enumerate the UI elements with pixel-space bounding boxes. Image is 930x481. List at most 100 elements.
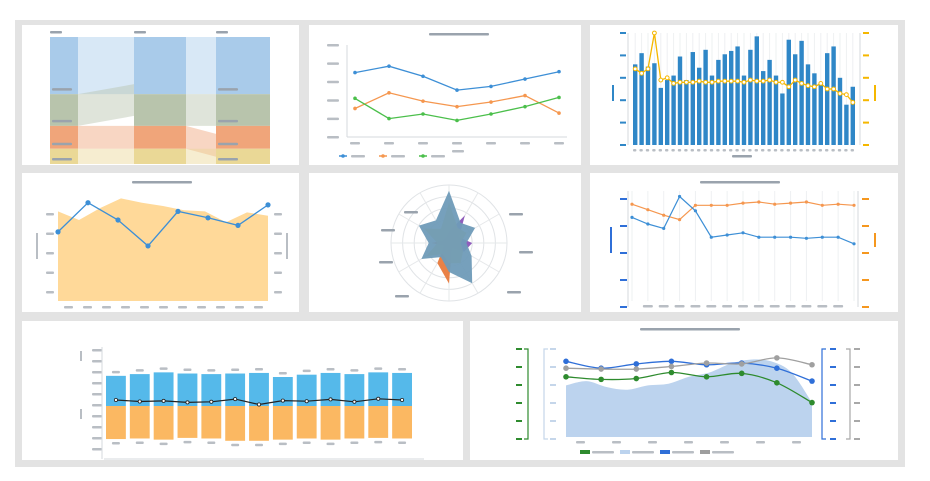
x-tick-label [769, 305, 780, 308]
x-tick-label [720, 441, 729, 444]
bar-value-label [183, 440, 192, 444]
data-point [328, 397, 333, 402]
y-tick-left [620, 54, 626, 57]
data-point [455, 118, 459, 123]
x-tick-label [722, 305, 733, 308]
bar [793, 54, 798, 145]
y-tick-left [620, 32, 626, 34]
y-tick-right [862, 225, 869, 227]
x-tick-label [753, 305, 764, 308]
data-point [387, 91, 391, 95]
bar-value-label [111, 370, 120, 374]
data-point [633, 361, 640, 367]
data-point [489, 112, 493, 116]
x-tick-label [722, 149, 726, 152]
x-tick-label [486, 142, 496, 145]
bar-positive [344, 374, 365, 406]
x-tick-label [102, 306, 111, 309]
data-point [280, 398, 285, 403]
x-tick-label [738, 305, 748, 308]
data-point [563, 374, 569, 380]
panel-area-line-chart [22, 173, 299, 312]
y-tick-right [863, 76, 869, 79]
data-point [185, 400, 190, 405]
bar [825, 53, 830, 145]
bar [844, 104, 849, 145]
x-tick-label [756, 441, 765, 444]
panel-line-chart [309, 25, 581, 165]
x-tick-label [554, 142, 564, 145]
bar-value-label [374, 440, 383, 444]
y-tick-label [516, 438, 522, 440]
legend-label [672, 451, 694, 454]
data-point [376, 396, 381, 401]
x-tick-label [805, 149, 810, 152]
bar [850, 86, 855, 145]
bar-value-label [302, 369, 311, 373]
legend-label [592, 451, 614, 454]
data-point [837, 91, 843, 96]
parallel-set-node [134, 125, 186, 149]
y-tick-label [274, 213, 282, 216]
x-tick-label [648, 441, 657, 444]
y-tick-label [46, 232, 54, 235]
data-point [205, 215, 211, 221]
y-tick-label [327, 99, 339, 102]
data-point [671, 81, 676, 86]
data-point [852, 242, 856, 246]
data-point [809, 361, 815, 368]
bar [716, 59, 721, 145]
data-point [598, 366, 604, 372]
bar [703, 49, 708, 145]
data-point [696, 78, 702, 84]
axis-label [509, 213, 523, 216]
bar-value-label [278, 372, 287, 375]
x-tick-label [831, 149, 835, 152]
bar [697, 67, 702, 145]
bar-negative [225, 406, 246, 441]
series-line [57, 201, 269, 247]
y-tick-right [863, 144, 869, 146]
node-label [52, 142, 72, 146]
data-point [421, 74, 425, 79]
data-point [645, 66, 651, 72]
y-tick-label [274, 291, 282, 294]
bar [754, 36, 759, 145]
data-point [557, 95, 561, 100]
data-point [709, 203, 713, 207]
y-tick-label [830, 384, 836, 386]
y-tick-label [830, 402, 836, 404]
y-tick-right [862, 279, 869, 281]
data-point [703, 360, 710, 366]
data-point [677, 218, 682, 222]
data-point [209, 399, 214, 404]
data-point [353, 106, 357, 111]
bar-positive [177, 373, 198, 406]
x-tick-label [754, 149, 758, 152]
parallel-set-node [216, 37, 270, 95]
data-point [455, 88, 459, 92]
data-point [421, 99, 425, 103]
x-tick-label [121, 306, 130, 309]
data-point [722, 78, 728, 84]
bar [722, 54, 727, 145]
x-tick-label [697, 149, 701, 152]
y-tick-label [327, 117, 339, 121]
data-point [831, 86, 837, 92]
y-tick-label [854, 402, 860, 404]
bar-value-label [159, 367, 168, 370]
x-tick-label [159, 306, 168, 309]
data-point [137, 399, 142, 404]
bar-positive [392, 372, 412, 406]
y-tick-label [92, 382, 102, 385]
axis-label [519, 251, 533, 254]
y-tick-right [862, 306, 869, 308]
y-tick-left [620, 76, 626, 79]
bar-positive [272, 377, 293, 406]
data-point [664, 75, 670, 81]
data-point [646, 208, 650, 212]
bar [639, 53, 644, 145]
data-point [639, 70, 644, 76]
data-point [804, 236, 809, 240]
bar-positive [249, 372, 269, 406]
